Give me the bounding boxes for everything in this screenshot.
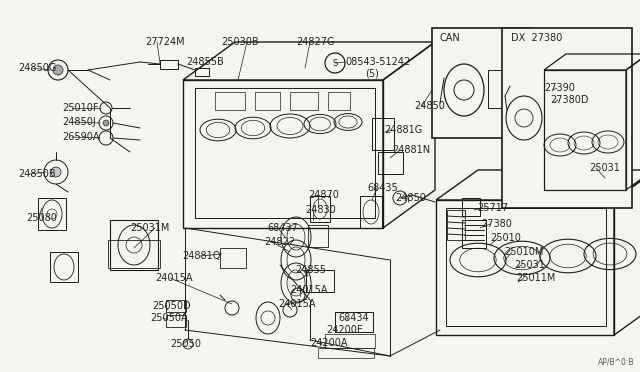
Bar xyxy=(195,68,209,76)
Text: 25010F: 25010F xyxy=(62,103,99,113)
Text: 25050A: 25050A xyxy=(150,313,188,323)
Text: 25050: 25050 xyxy=(170,339,201,349)
Text: 24850J: 24850J xyxy=(62,117,96,127)
Text: 68437: 68437 xyxy=(267,223,298,233)
Text: 24015A: 24015A xyxy=(290,285,328,295)
Bar xyxy=(462,220,486,248)
Text: 25010: 25010 xyxy=(490,233,521,243)
Text: 25717: 25717 xyxy=(477,203,508,213)
Text: 27724M: 27724M xyxy=(145,37,184,47)
Text: 24850: 24850 xyxy=(414,101,445,111)
Bar xyxy=(38,198,66,230)
Text: 24200E: 24200E xyxy=(326,325,363,335)
Bar xyxy=(290,92,318,110)
Text: 24015A: 24015A xyxy=(278,299,316,309)
Bar xyxy=(310,196,330,222)
Bar xyxy=(308,225,328,247)
Bar xyxy=(360,196,382,228)
Text: 25030B: 25030B xyxy=(221,37,259,47)
Text: 24015A: 24015A xyxy=(155,273,193,283)
Text: 27380D: 27380D xyxy=(550,95,589,105)
Bar xyxy=(306,270,334,292)
Bar xyxy=(446,208,606,326)
Text: 26590A: 26590A xyxy=(62,132,99,142)
Text: 25050D: 25050D xyxy=(152,301,191,311)
Text: 24830: 24830 xyxy=(305,205,336,215)
Text: 24855B: 24855B xyxy=(186,57,224,67)
Text: 24881G: 24881G xyxy=(384,125,422,135)
Bar xyxy=(50,252,78,282)
Text: 24881N: 24881N xyxy=(392,145,430,155)
Bar xyxy=(325,334,375,348)
Text: 27390: 27390 xyxy=(544,83,575,93)
Bar xyxy=(502,28,632,208)
Text: S: S xyxy=(332,58,338,67)
Text: 24200A: 24200A xyxy=(310,338,348,348)
Bar xyxy=(195,88,375,218)
Text: 25011M: 25011M xyxy=(516,273,556,283)
Text: 24855: 24855 xyxy=(295,265,326,275)
Text: 24881Q: 24881Q xyxy=(182,251,220,261)
Text: 08543-51242: 08543-51242 xyxy=(345,57,410,67)
Bar xyxy=(318,348,374,358)
Text: 24827G: 24827G xyxy=(296,37,335,47)
Bar xyxy=(160,60,178,69)
Bar xyxy=(488,70,516,108)
Text: AP/B^0:B: AP/B^0:B xyxy=(598,357,634,366)
Text: 25031: 25031 xyxy=(589,163,620,173)
Text: CAN: CAN xyxy=(440,33,461,43)
Bar xyxy=(432,28,532,138)
Text: 24870: 24870 xyxy=(308,190,339,200)
Text: 25010M: 25010M xyxy=(504,247,543,257)
Text: DX  27380: DX 27380 xyxy=(511,33,563,43)
Text: 24850G: 24850G xyxy=(18,63,56,73)
Bar xyxy=(447,210,465,240)
Bar xyxy=(110,220,158,270)
Text: 27380: 27380 xyxy=(481,219,512,229)
Text: 24850: 24850 xyxy=(395,193,426,203)
Bar xyxy=(166,315,186,327)
Bar xyxy=(372,118,394,150)
Bar xyxy=(166,300,186,312)
Text: 25031M: 25031M xyxy=(130,223,170,233)
Text: 68435: 68435 xyxy=(367,183,397,193)
Text: 24850B: 24850B xyxy=(18,169,56,179)
Text: 25031: 25031 xyxy=(514,260,545,270)
Bar xyxy=(335,312,373,332)
Bar xyxy=(328,92,350,110)
Bar xyxy=(255,92,280,110)
Circle shape xyxy=(53,65,63,75)
Bar xyxy=(215,92,245,110)
Text: 68434: 68434 xyxy=(338,313,369,323)
Bar xyxy=(378,152,403,174)
Circle shape xyxy=(51,167,61,177)
Bar xyxy=(220,248,246,268)
Bar xyxy=(108,240,160,268)
Text: (5): (5) xyxy=(365,69,379,79)
Bar xyxy=(462,198,480,216)
Circle shape xyxy=(103,120,109,126)
Text: 25080: 25080 xyxy=(26,213,57,223)
Text: 24822: 24822 xyxy=(264,237,295,247)
